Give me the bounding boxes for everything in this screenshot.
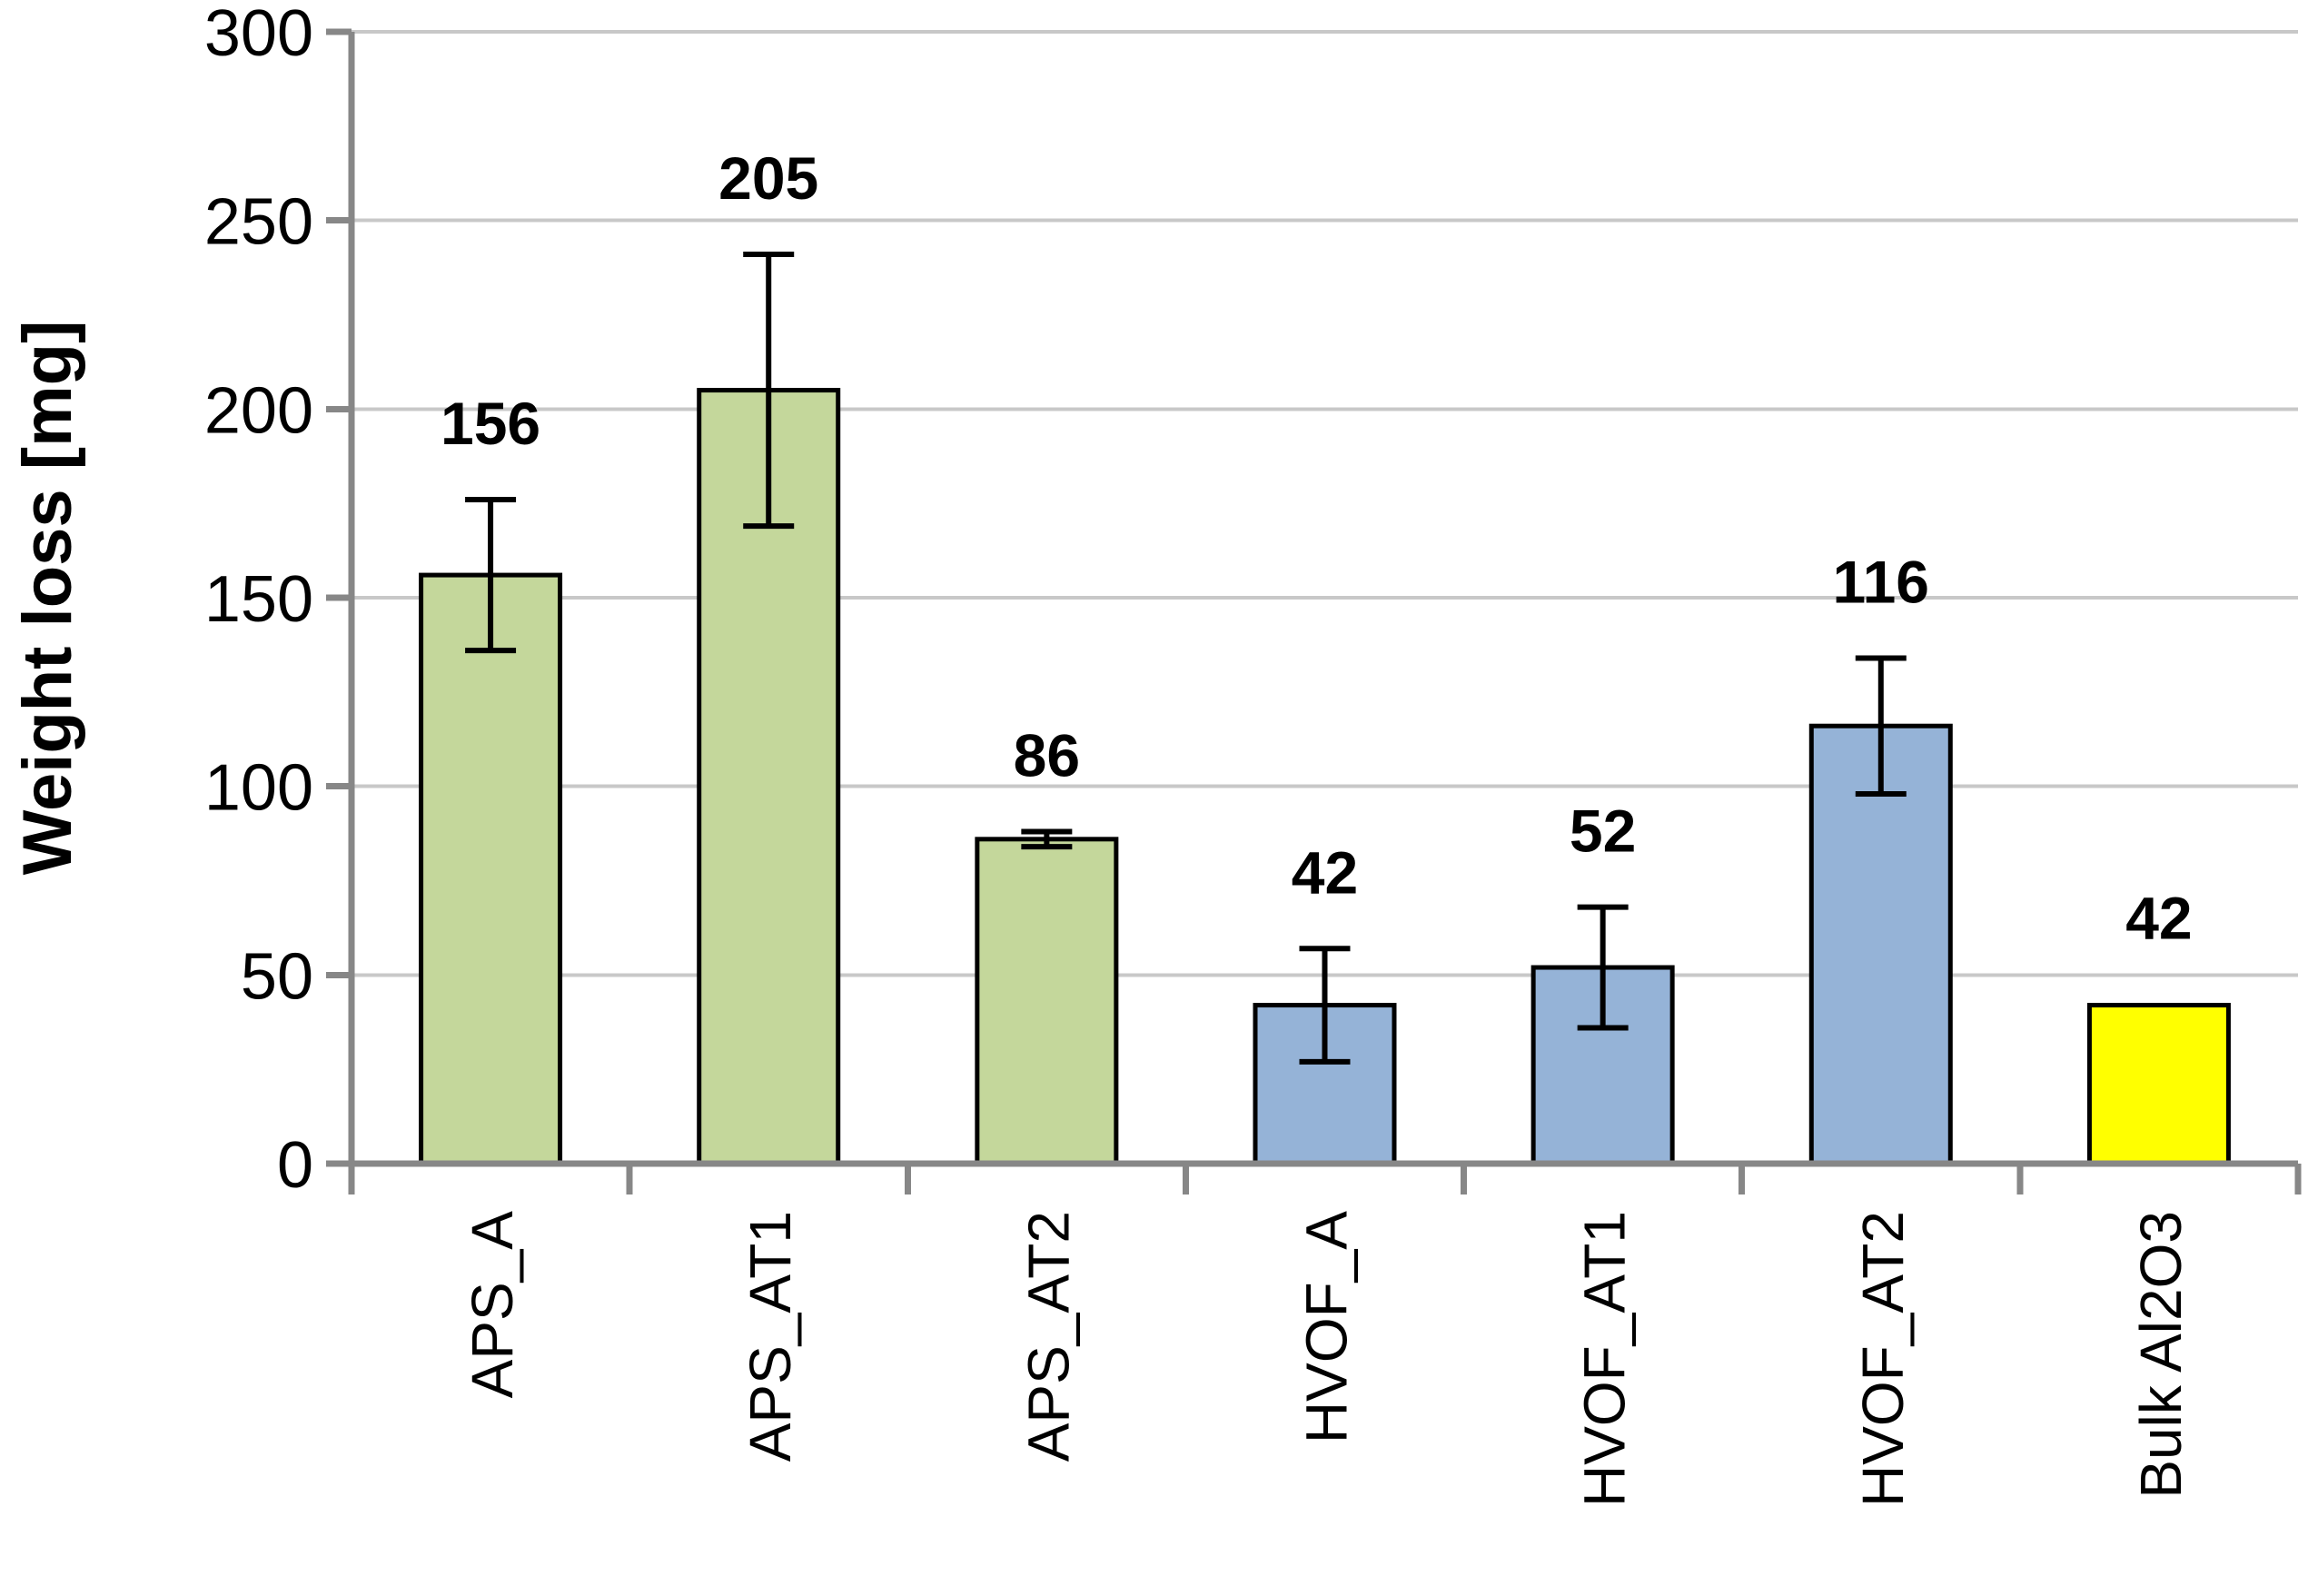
y-tick-label: 50 <box>241 940 313 1013</box>
y-tick-label: 250 <box>204 186 313 259</box>
value-label: 52 <box>1570 798 1636 865</box>
x-category-label: HVOF_A <box>1294 1211 1360 1443</box>
value-label: 42 <box>1292 838 1358 906</box>
x-category-label: HVOF_AT1 <box>1572 1211 1638 1507</box>
x-category-label: Bulk Al2O3 <box>2128 1211 2194 1499</box>
value-label: 86 <box>1014 722 1080 789</box>
x-category-label: APS_A <box>460 1211 525 1399</box>
value-label: 156 <box>441 390 540 457</box>
y-tick-label: 200 <box>204 374 313 447</box>
value-label: 42 <box>2125 885 2192 952</box>
bar-Bulk Al2O3 <box>2086 1003 2231 1166</box>
y-axis-title: Weight loss [mg] <box>9 321 86 876</box>
bar-APS_AT2 <box>975 837 1119 1166</box>
value-label: 116 <box>1833 548 1929 615</box>
x-category-label: APS_AT1 <box>738 1211 803 1462</box>
bar-APS_A <box>419 572 563 1166</box>
value-label: 205 <box>718 144 818 212</box>
y-tick-label: 300 <box>204 0 313 70</box>
y-tick-label: 150 <box>204 563 313 636</box>
x-category-label: APS_AT2 <box>1015 1211 1081 1462</box>
x-category-label: HVOF_AT2 <box>1850 1211 1916 1507</box>
y-tick-label: 100 <box>204 752 313 825</box>
y-tick-label: 0 <box>277 1129 313 1202</box>
